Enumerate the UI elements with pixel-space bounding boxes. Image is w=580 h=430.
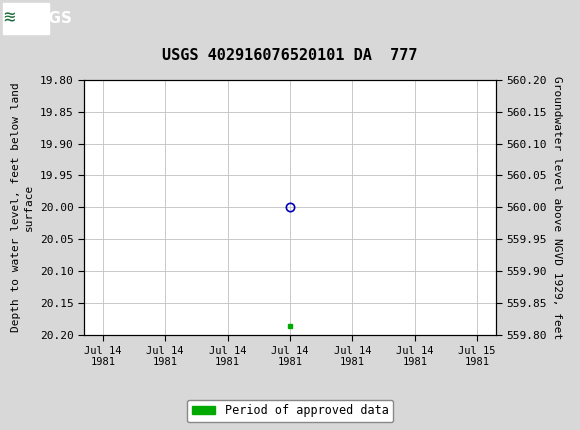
Legend: Period of approved data: Period of approved data <box>187 399 393 422</box>
Y-axis label: Depth to water level, feet below land
surface: Depth to water level, feet below land su… <box>11 83 34 332</box>
Bar <box>3 3 49 34</box>
Text: USGS 402916076520101 DA  777: USGS 402916076520101 DA 777 <box>162 49 418 63</box>
Y-axis label: Groundwater level above NGVD 1929, feet: Groundwater level above NGVD 1929, feet <box>552 76 563 339</box>
Text: USGS: USGS <box>26 11 73 26</box>
Text: ≋: ≋ <box>3 9 14 28</box>
